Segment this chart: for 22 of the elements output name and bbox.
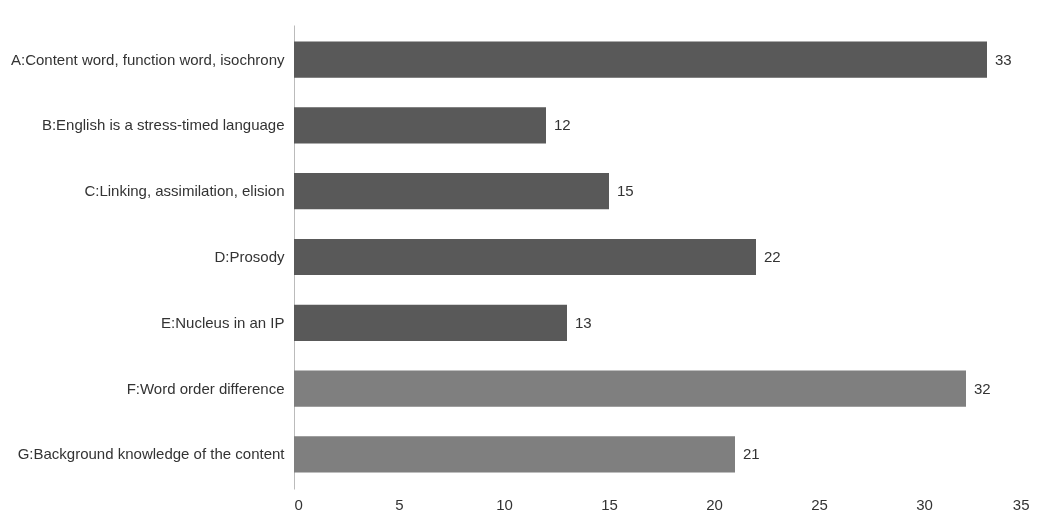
x-tick-label: 15 <box>601 495 618 513</box>
data-label: 33 <box>995 50 1012 68</box>
data-label: 15 <box>617 182 634 200</box>
y-tick-label: D:Prosody <box>214 248 285 265</box>
x-tick-label: 20 <box>706 495 723 513</box>
data-label: 13 <box>575 313 592 331</box>
data-label: 32 <box>974 379 991 397</box>
y-tick-label: B:English is a stress-timed language <box>41 116 285 134</box>
x-tick-label: 10 <box>496 495 513 513</box>
x-tick-label: 25 <box>811 495 828 513</box>
x-tick-label: 5 <box>395 495 404 513</box>
data-label: 12 <box>554 116 571 134</box>
x-tick-label: 0 <box>294 495 303 513</box>
y-tick-label: G:Background knowledge of the content <box>17 445 286 463</box>
y-tick-label: F:Word order difference <box>126 379 285 397</box>
data-label: 21 <box>743 445 760 463</box>
data-label: 22 <box>764 248 781 265</box>
y-tick-label: E:Nucleus in an IP <box>161 313 285 331</box>
x-tick-label: 35 <box>1012 495 1030 513</box>
y-tick-label: C:Linking, assimilation, elision <box>84 182 285 200</box>
y-tick-label: A:Content word, function word, isochrony <box>11 50 285 68</box>
x-tick-label: 30 <box>916 495 933 513</box>
